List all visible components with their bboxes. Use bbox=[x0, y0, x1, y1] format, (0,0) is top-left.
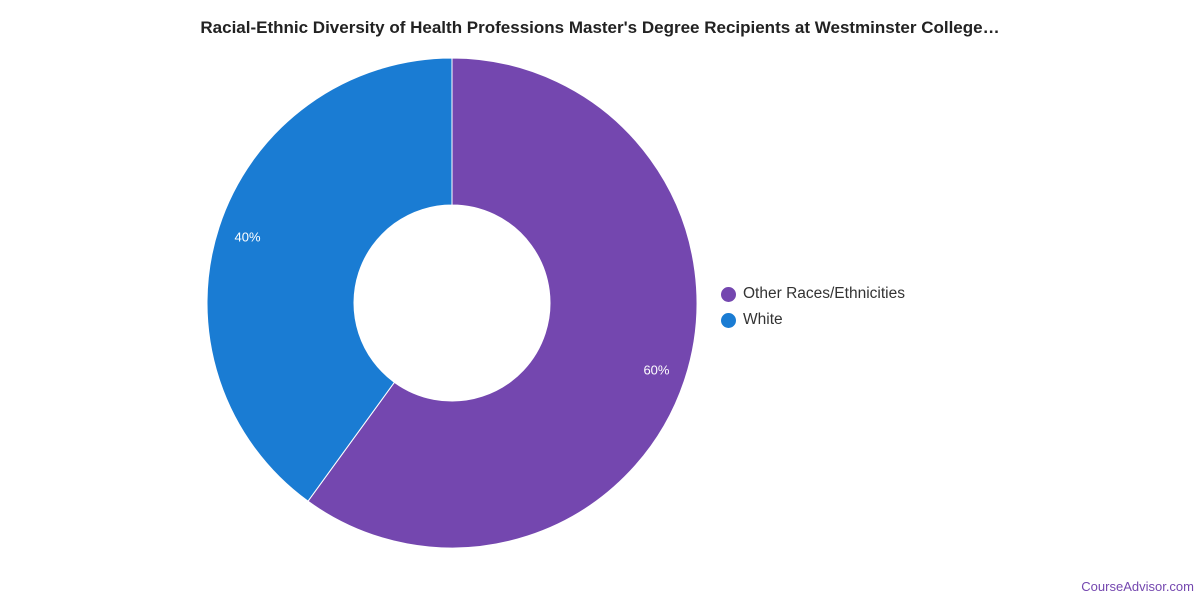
credit-link[interactable]: CourseAdvisor.com bbox=[1081, 579, 1194, 594]
data-label-1: 40% bbox=[235, 230, 261, 245]
legend-swatch bbox=[721, 286, 736, 302]
chart-title: Racial-Ethnic Diversity of Health Profes… bbox=[200, 18, 1000, 37]
legend-label: White bbox=[743, 311, 783, 328]
legend-item-other[interactable]: Other Races/Ethnicities bbox=[721, 281, 905, 307]
legend-label: Other Races/Ethnicities bbox=[743, 285, 905, 302]
donut-slice-1[interactable] bbox=[206, 57, 453, 502]
legend-swatch bbox=[721, 312, 736, 328]
data-label-0: 60% bbox=[643, 362, 669, 377]
legend: Other Races/Ethnicities White bbox=[721, 281, 905, 333]
legend-item-white[interactable]: White bbox=[721, 307, 905, 333]
donut-slice-0[interactable] bbox=[307, 57, 698, 549]
